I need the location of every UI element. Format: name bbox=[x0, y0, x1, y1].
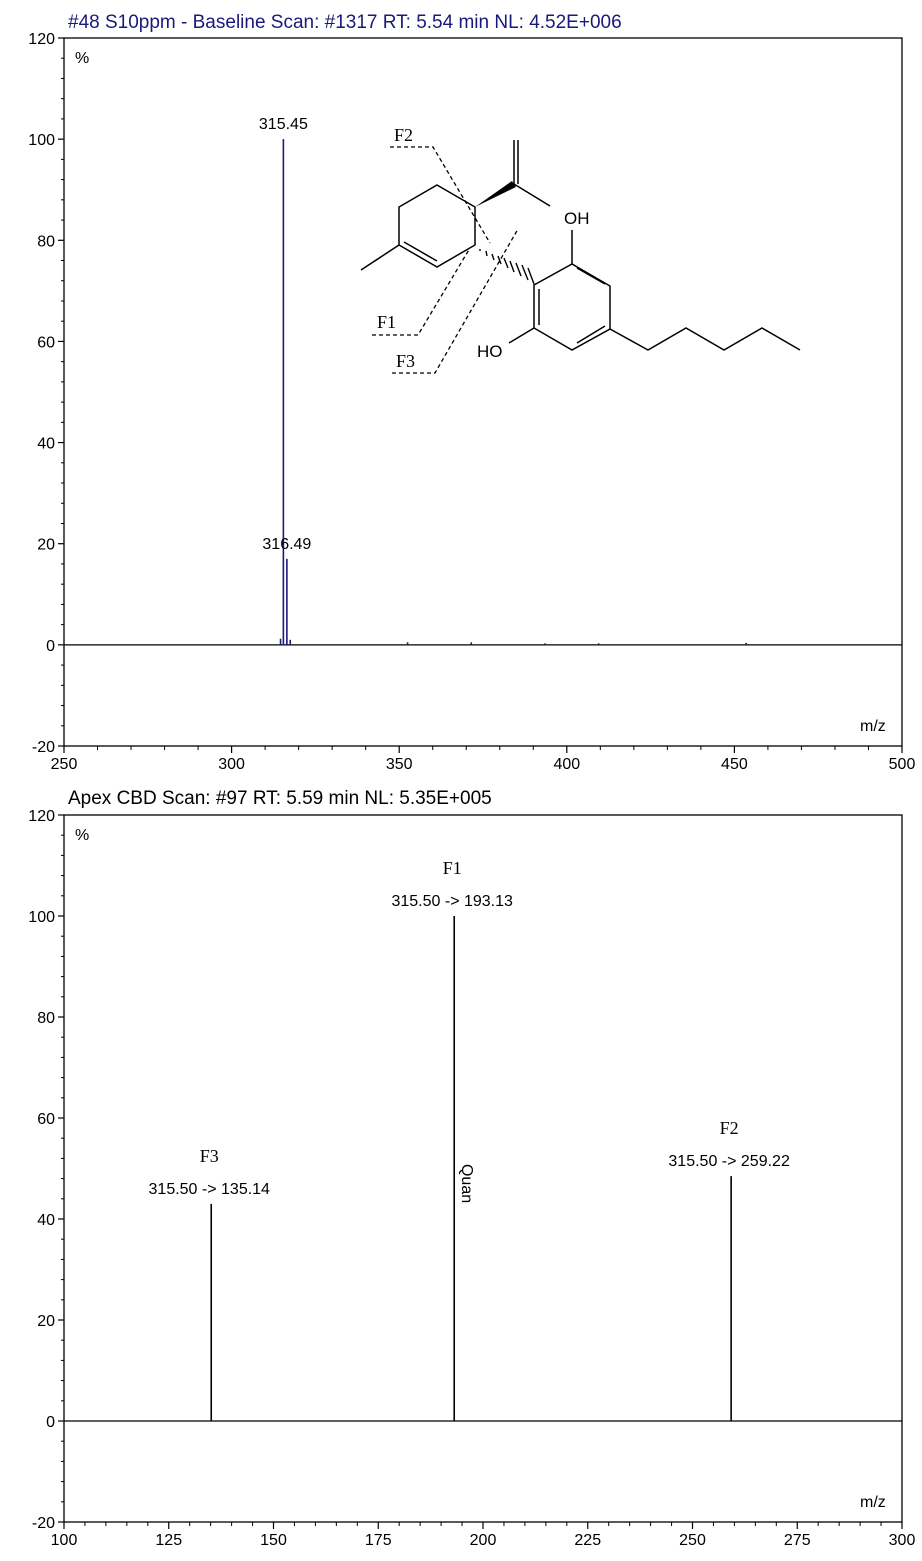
x-tick-label: 125 bbox=[155, 1532, 182, 1549]
peak-label: 315.50 -> 259.22 bbox=[668, 1153, 790, 1170]
fragment-label-f1: F1 bbox=[377, 312, 396, 332]
y-tick-label: 40 bbox=[37, 1212, 55, 1229]
peak-label: 315.50 -> 193.13 bbox=[391, 893, 513, 910]
x-tick-label: 500 bbox=[889, 756, 916, 773]
y-tick-label: 40 bbox=[37, 436, 55, 453]
y-tick-label: 60 bbox=[37, 334, 55, 351]
x-tick-label: 225 bbox=[574, 1532, 601, 1549]
x-tick-label: 300 bbox=[889, 1532, 916, 1549]
top-y-unit-label: % bbox=[75, 50, 89, 67]
top-chart-title: #48 S10ppm - Baseline Scan: #1317 RT: 5.… bbox=[68, 12, 622, 33]
peak-quan-tag: Quan bbox=[458, 1164, 475, 1203]
peak-label: 315.45 bbox=[259, 116, 308, 133]
y-tick-label: 120 bbox=[28, 808, 55, 825]
y-tick-label: 100 bbox=[28, 132, 55, 149]
bottom-spectrum-panel: Apex CBD Scan: #97 RT: 5.59 min NL: 5.35… bbox=[28, 788, 915, 1549]
y-tick-label: 0 bbox=[46, 1414, 55, 1431]
top-spectrum-panel: #48 S10ppm - Baseline Scan: #1317 RT: 5.… bbox=[28, 12, 915, 773]
y-tick-label: 80 bbox=[37, 1010, 55, 1027]
peak-label: 316.49 bbox=[262, 536, 311, 553]
bottom-axis-ticks: -20 0 20 40 60 80 100 120 100 125 150 175 200 225 250 2… bbox=[28, 808, 915, 1549]
y-tick-label: 20 bbox=[37, 537, 55, 554]
x-tick-label: 200 bbox=[470, 1532, 497, 1549]
peak-fragment-label: F2 bbox=[720, 1118, 739, 1138]
peak-fragment-label: F3 bbox=[200, 1146, 219, 1166]
bottom-y-unit-label: % bbox=[75, 827, 89, 844]
y-tick-label: -20 bbox=[32, 739, 55, 756]
y-tick-label: 80 bbox=[37, 233, 55, 250]
peak-fragment-label: F1 bbox=[443, 858, 462, 878]
cbd-structure-diagram bbox=[360, 140, 801, 374]
x-tick-label: 150 bbox=[260, 1532, 287, 1549]
y-tick-label: 0 bbox=[46, 638, 55, 655]
x-tick-label: 300 bbox=[218, 756, 245, 773]
x-tick-label: 450 bbox=[721, 756, 748, 773]
x-tick-label: 250 bbox=[51, 756, 78, 773]
bottom-x-axis-label: m/z bbox=[860, 1494, 886, 1511]
y-tick-label: 120 bbox=[28, 31, 55, 48]
oh-label-top: OH bbox=[564, 209, 590, 228]
top-axis-ticks: -20 0 20 40 60 80 100 120 250 300 350 400 450 500 bbox=[28, 31, 915, 773]
x-tick-label: 400 bbox=[553, 756, 580, 773]
x-tick-label: 275 bbox=[784, 1532, 811, 1549]
peak-label: 315.50 -> 135.14 bbox=[149, 1181, 271, 1198]
bottom-plot-frame bbox=[63, 814, 903, 1523]
bottom-chart-title: Apex CBD Scan: #97 RT: 5.59 min NL: 5.35… bbox=[68, 788, 492, 809]
oh-label-bottom: HO bbox=[477, 342, 503, 361]
y-tick-label: 100 bbox=[28, 909, 55, 926]
fragment-label-f2: F2 bbox=[394, 125, 413, 145]
y-tick-label: 60 bbox=[37, 1111, 55, 1128]
x-tick-label: 100 bbox=[51, 1532, 78, 1549]
x-tick-label: 175 bbox=[365, 1532, 392, 1549]
top-plot-frame bbox=[63, 37, 903, 747]
top-x-axis-label: m/z bbox=[860, 718, 886, 735]
x-tick-label: 250 bbox=[679, 1532, 706, 1549]
x-tick-label: 350 bbox=[386, 756, 413, 773]
y-tick-label: 20 bbox=[37, 1313, 55, 1330]
y-tick-label: -20 bbox=[32, 1515, 55, 1532]
bottom-peaks: 315.50 -> 135.14 F3 315.50 -> 193.13 F1 Quan… bbox=[64, 858, 902, 1422]
fragment-label-f3: F3 bbox=[396, 351, 415, 371]
top-peaks: 315.45 316.49 bbox=[64, 116, 902, 646]
